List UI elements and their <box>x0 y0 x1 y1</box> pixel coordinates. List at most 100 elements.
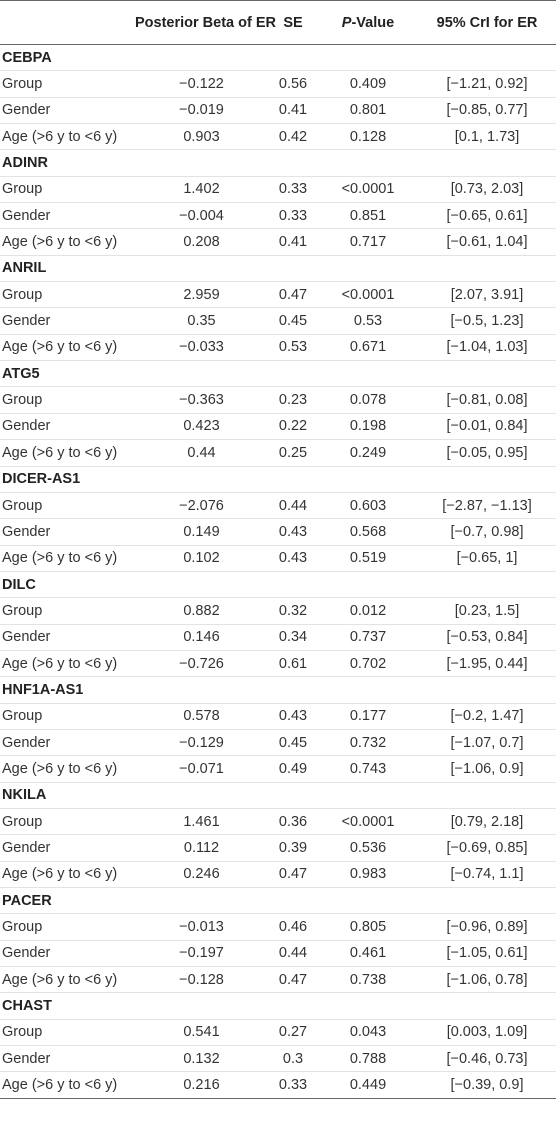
beta-cell: −0.004 <box>135 202 268 229</box>
beta-cell: −2.076 <box>135 491 268 519</box>
cri-cell: [−0.65, 1] <box>418 544 556 572</box>
table-row: Group 1.461 0.36 <0.0001 [0.79, 2.18] <box>0 807 556 835</box>
cri-cell: [−1.95, 0.44] <box>418 649 556 677</box>
p-value-cell: <0.0001 <box>318 807 418 835</box>
row-label: Group <box>0 1018 135 1046</box>
se-cell: 0.33 <box>268 1071 318 1099</box>
row-label: Group <box>0 281 135 308</box>
table-row: Group −0.122 0.56 0.409 [−1.21, 0.92] <box>0 70 556 98</box>
p-value-cell: 0.078 <box>318 386 418 414</box>
table-row: Group −0.013 0.46 0.805 [−0.96, 0.89] <box>0 913 556 941</box>
p-value-cell: 0.177 <box>318 702 418 730</box>
beta-cell: 0.578 <box>135 702 268 730</box>
se-cell: 0.44 <box>268 939 318 967</box>
p-value-cell: 0.805 <box>318 913 418 941</box>
cri-cell: [−1.07, 0.7] <box>418 728 556 756</box>
table-row: Group −0.363 0.23 0.078 [−0.81, 0.08] <box>0 386 556 414</box>
se-cell: 0.45 <box>268 728 318 756</box>
row-label: Group <box>0 70 135 98</box>
se-cell: 0.46 <box>268 913 318 941</box>
beta-cell: 0.208 <box>135 228 268 256</box>
se-cell: 0.43 <box>268 702 318 730</box>
row-label: Age (>6 y to <6 y) <box>0 755 135 783</box>
p-value-cell: 0.743 <box>318 755 418 783</box>
group-row: ANRIL <box>0 254 556 282</box>
p-value-cell: 0.449 <box>318 1071 418 1099</box>
cri-cell: [−0.39, 0.9] <box>418 1071 556 1099</box>
cri-cell: [−0.61, 1.04] <box>418 228 556 256</box>
header-empty <box>0 0 135 45</box>
beta-cell: 1.402 <box>135 175 268 203</box>
p-value-cell: 0.851 <box>318 202 418 229</box>
cri-cell: [0.73, 2.03] <box>418 175 556 203</box>
row-label: Gender <box>0 1045 135 1072</box>
p-value-cell: 0.732 <box>318 728 418 756</box>
p-value-cell: 0.012 <box>318 597 418 625</box>
row-label: Age (>6 y to <6 y) <box>0 123 135 150</box>
se-cell: 0.27 <box>268 1018 318 1046</box>
row-label: Group <box>0 386 135 414</box>
row-label: Gender <box>0 518 135 546</box>
p-value-cell: 0.603 <box>318 491 418 519</box>
se-cell: 0.42 <box>268 123 318 150</box>
p-value-cell: 0.717 <box>318 228 418 256</box>
cri-cell: [−0.81, 0.08] <box>418 386 556 414</box>
beta-cell: −0.726 <box>135 649 268 677</box>
se-cell: 0.49 <box>268 755 318 783</box>
cri-cell: [−1.04, 1.03] <box>418 333 556 361</box>
row-label: Age (>6 y to <6 y) <box>0 1071 135 1099</box>
p-value-cell: 0.738 <box>318 966 418 993</box>
cri-cell: [−0.74, 1.1] <box>418 860 556 888</box>
se-cell: 0.34 <box>268 623 318 651</box>
se-cell: 0.41 <box>268 228 318 256</box>
beta-cell: 0.246 <box>135 860 268 888</box>
beta-cell: −0.129 <box>135 728 268 756</box>
beta-cell: 0.146 <box>135 623 268 651</box>
row-label: Gender <box>0 307 135 335</box>
cri-cell: [−0.05, 0.95] <box>418 439 556 466</box>
group-row: CEBPA <box>0 43 556 71</box>
cri-cell: [−1.21, 0.92] <box>418 70 556 98</box>
group-name: CEBPA <box>0 43 556 71</box>
cri-cell: [0.23, 1.5] <box>418 597 556 625</box>
p-value-cell: 0.788 <box>318 1045 418 1072</box>
table-row: Age (>6 y to <6 y) 0.44 0.25 0.249 [−0.05, 0… <box>0 439 556 466</box>
table-row: Group 0.578 0.43 0.177 [−0.2, 1.47] <box>0 702 556 730</box>
beta-cell: −0.197 <box>135 939 268 967</box>
p-value-cell: 0.536 <box>318 834 418 862</box>
cri-cell: [−0.7, 0.98] <box>418 518 556 546</box>
beta-cell: 0.882 <box>135 597 268 625</box>
se-cell: 0.32 <box>268 597 318 625</box>
beta-cell: 0.903 <box>135 123 268 150</box>
p-value-cell: 0.043 <box>318 1018 418 1046</box>
group-row: PACER <box>0 886 556 914</box>
table-row: Age (>6 y to <6 y) −0.128 0.47 0.738 [−1.06,… <box>0 966 556 993</box>
se-cell: 0.41 <box>268 96 318 124</box>
table-row: Age (>6 y to <6 y) −0.071 0.49 0.743 [−1.06,… <box>0 755 556 783</box>
row-label: Age (>6 y to <6 y) <box>0 333 135 361</box>
beta-cell: 0.423 <box>135 412 268 440</box>
table-row: Gender −0.129 0.45 0.732 [−1.07, 0.7] <box>0 728 556 756</box>
table-row: Age (>6 y to <6 y) 0.102 0.43 0.519 [−0.65, … <box>0 544 556 572</box>
table-row: Gender 0.112 0.39 0.536 [−0.69, 0.85] <box>0 834 556 862</box>
table-row: Age (>6 y to <6 y) 0.208 0.41 0.717 [−0.61, … <box>0 228 556 256</box>
table-row: Age (>6 y to <6 y) 0.903 0.42 0.128 [0.1, 1.… <box>0 123 556 150</box>
table-body: CEBPA Group −0.122 0.56 0.409 [−1.21, 0.92] Ge… <box>0 43 556 1099</box>
group-name: DILC <box>0 570 556 598</box>
header-se: SE <box>268 0 318 45</box>
table-row: Gender 0.146 0.34 0.737 [−0.53, 0.84] <box>0 623 556 651</box>
p-value-cell: 0.53 <box>318 307 418 335</box>
header-cri: 95% CrI for ER <box>418 0 556 45</box>
p-value-cell: 0.983 <box>318 860 418 888</box>
header-p-rest: -Value <box>351 14 395 31</box>
beta-cell: 0.149 <box>135 518 268 546</box>
group-name: PACER <box>0 886 556 914</box>
cri-cell: [−0.5, 1.23] <box>418 307 556 335</box>
se-cell: 0.44 <box>268 491 318 519</box>
table-row: Gender 0.132 0.3 0.788 [−0.46, 0.73] <box>0 1045 556 1072</box>
se-cell: 0.43 <box>268 544 318 572</box>
table-row: Gender −0.019 0.41 0.801 [−0.85, 0.77] <box>0 96 556 124</box>
beta-cell: −0.033 <box>135 333 268 361</box>
group-row: CHAST <box>0 992 556 1020</box>
